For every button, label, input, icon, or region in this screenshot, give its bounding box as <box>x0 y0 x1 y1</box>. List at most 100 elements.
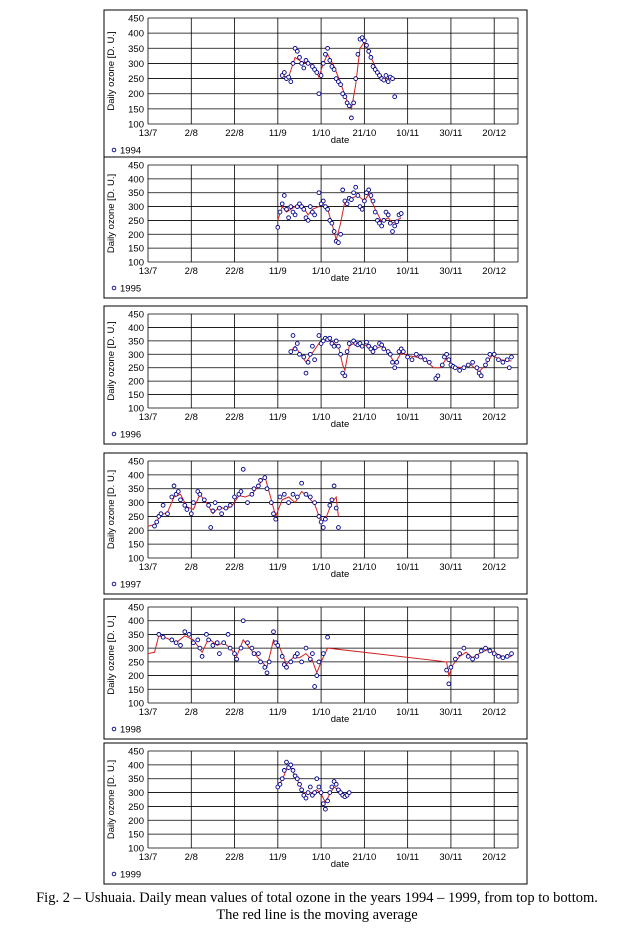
data-point <box>379 223 385 229</box>
y-tick-label: 200 <box>128 526 144 537</box>
x-tick-label: 21/10 <box>352 266 376 277</box>
data-point <box>191 500 196 505</box>
data-point <box>364 339 369 345</box>
data-point <box>509 354 514 360</box>
data-point <box>310 64 315 69</box>
x-tick-label: 30/11 <box>439 707 462 718</box>
x-axis-title: date <box>331 569 350 580</box>
data-point <box>301 354 307 360</box>
data-point <box>294 651 300 656</box>
data-point <box>312 790 317 795</box>
data-point <box>154 519 160 525</box>
data-point <box>316 333 322 338</box>
y-tick-label: 150 <box>128 104 144 115</box>
data-point <box>487 351 493 357</box>
data-point <box>312 212 317 218</box>
x-tick-label: 2/8 <box>185 852 198 863</box>
chart-frame <box>103 742 528 885</box>
data-point <box>307 351 313 357</box>
data-point <box>325 798 330 804</box>
data-point <box>353 184 359 190</box>
data-point <box>509 651 514 656</box>
data-point <box>398 211 404 216</box>
y-tick-label: 350 <box>128 484 144 495</box>
x-tick-label: 2/8 <box>185 707 198 718</box>
ozone-chart-1995: 100 150 200 250 300 350 400 450 13/7 2/8 22/8 11/9 1… <box>103 156 528 299</box>
data-point <box>333 505 339 511</box>
x-tick-label: 11/9 <box>269 412 287 423</box>
x-tick-label: 10/11 <box>396 412 419 423</box>
data-point <box>245 640 250 646</box>
figure-caption: Fig. 2 – Ushuaia. Daily mean values of t… <box>0 890 634 924</box>
data-point <box>232 494 237 500</box>
y-tick-label: 350 <box>128 774 144 785</box>
data-point <box>258 478 263 483</box>
data-point <box>256 483 261 489</box>
data-point <box>333 76 339 81</box>
data-point <box>290 768 296 773</box>
data-point <box>307 784 313 790</box>
data-point <box>483 362 488 368</box>
data-point <box>299 787 304 793</box>
y-axis-title: Daily ozone [D. U.] <box>106 760 117 839</box>
data-point <box>169 494 175 500</box>
data-point <box>294 776 300 782</box>
data-point <box>375 70 380 75</box>
data-point <box>387 351 393 357</box>
data-point <box>500 359 506 365</box>
data-point <box>506 365 512 371</box>
data-point <box>290 61 296 66</box>
data-point <box>377 73 382 78</box>
data-point <box>303 370 309 376</box>
data-point <box>325 634 330 640</box>
x-tick-label: 13/7 <box>139 266 158 277</box>
data-point <box>504 357 510 363</box>
data-point <box>178 497 183 503</box>
data-point <box>461 365 467 371</box>
x-tick-label: 30/11 <box>439 266 462 277</box>
data-point <box>381 346 387 352</box>
data-point <box>212 500 218 505</box>
y-tick-label: 300 <box>128 59 144 70</box>
data-point <box>316 659 322 665</box>
data-point <box>262 664 268 670</box>
data-point <box>214 640 220 646</box>
data-point <box>292 45 298 51</box>
data-point <box>461 645 467 651</box>
legend-marker <box>111 285 117 291</box>
y-tick-label: 250 <box>128 512 144 523</box>
data-point <box>351 190 356 196</box>
data-point <box>217 651 222 656</box>
data-point <box>264 670 270 676</box>
y-tick-label: 200 <box>128 230 144 241</box>
data-point <box>368 193 374 198</box>
data-point <box>258 659 263 665</box>
y-axis-title: Daily ozone [D. U.] <box>106 31 117 110</box>
data-point <box>299 659 304 665</box>
data-point <box>240 466 246 472</box>
x-tick-label: 10/11 <box>396 128 419 139</box>
data-point <box>284 759 289 765</box>
data-point <box>286 500 291 505</box>
data-point <box>232 651 237 656</box>
data-point <box>318 790 324 795</box>
data-point <box>279 73 285 78</box>
x-tick-label: 11/9 <box>269 562 287 573</box>
x-tick-label: 13/7 <box>139 128 158 139</box>
data-point <box>206 502 211 508</box>
data-point <box>331 483 337 489</box>
data-point <box>173 640 179 646</box>
x-tick-label: 20/12 <box>482 562 506 573</box>
x-tick-label: 30/11 <box>439 852 462 863</box>
data-point <box>394 359 400 365</box>
x-tick-label: 30/11 <box>439 128 462 139</box>
y-tick-label: 450 <box>128 14 144 25</box>
data-point <box>245 500 250 505</box>
y-tick-label: 200 <box>128 671 144 682</box>
data-point <box>182 502 188 508</box>
x-tick-label: 13/7 <box>139 412 158 423</box>
data-point <box>249 491 255 497</box>
data-point <box>297 351 302 357</box>
data-point <box>223 505 229 511</box>
x-tick-label: 21/10 <box>352 707 376 718</box>
